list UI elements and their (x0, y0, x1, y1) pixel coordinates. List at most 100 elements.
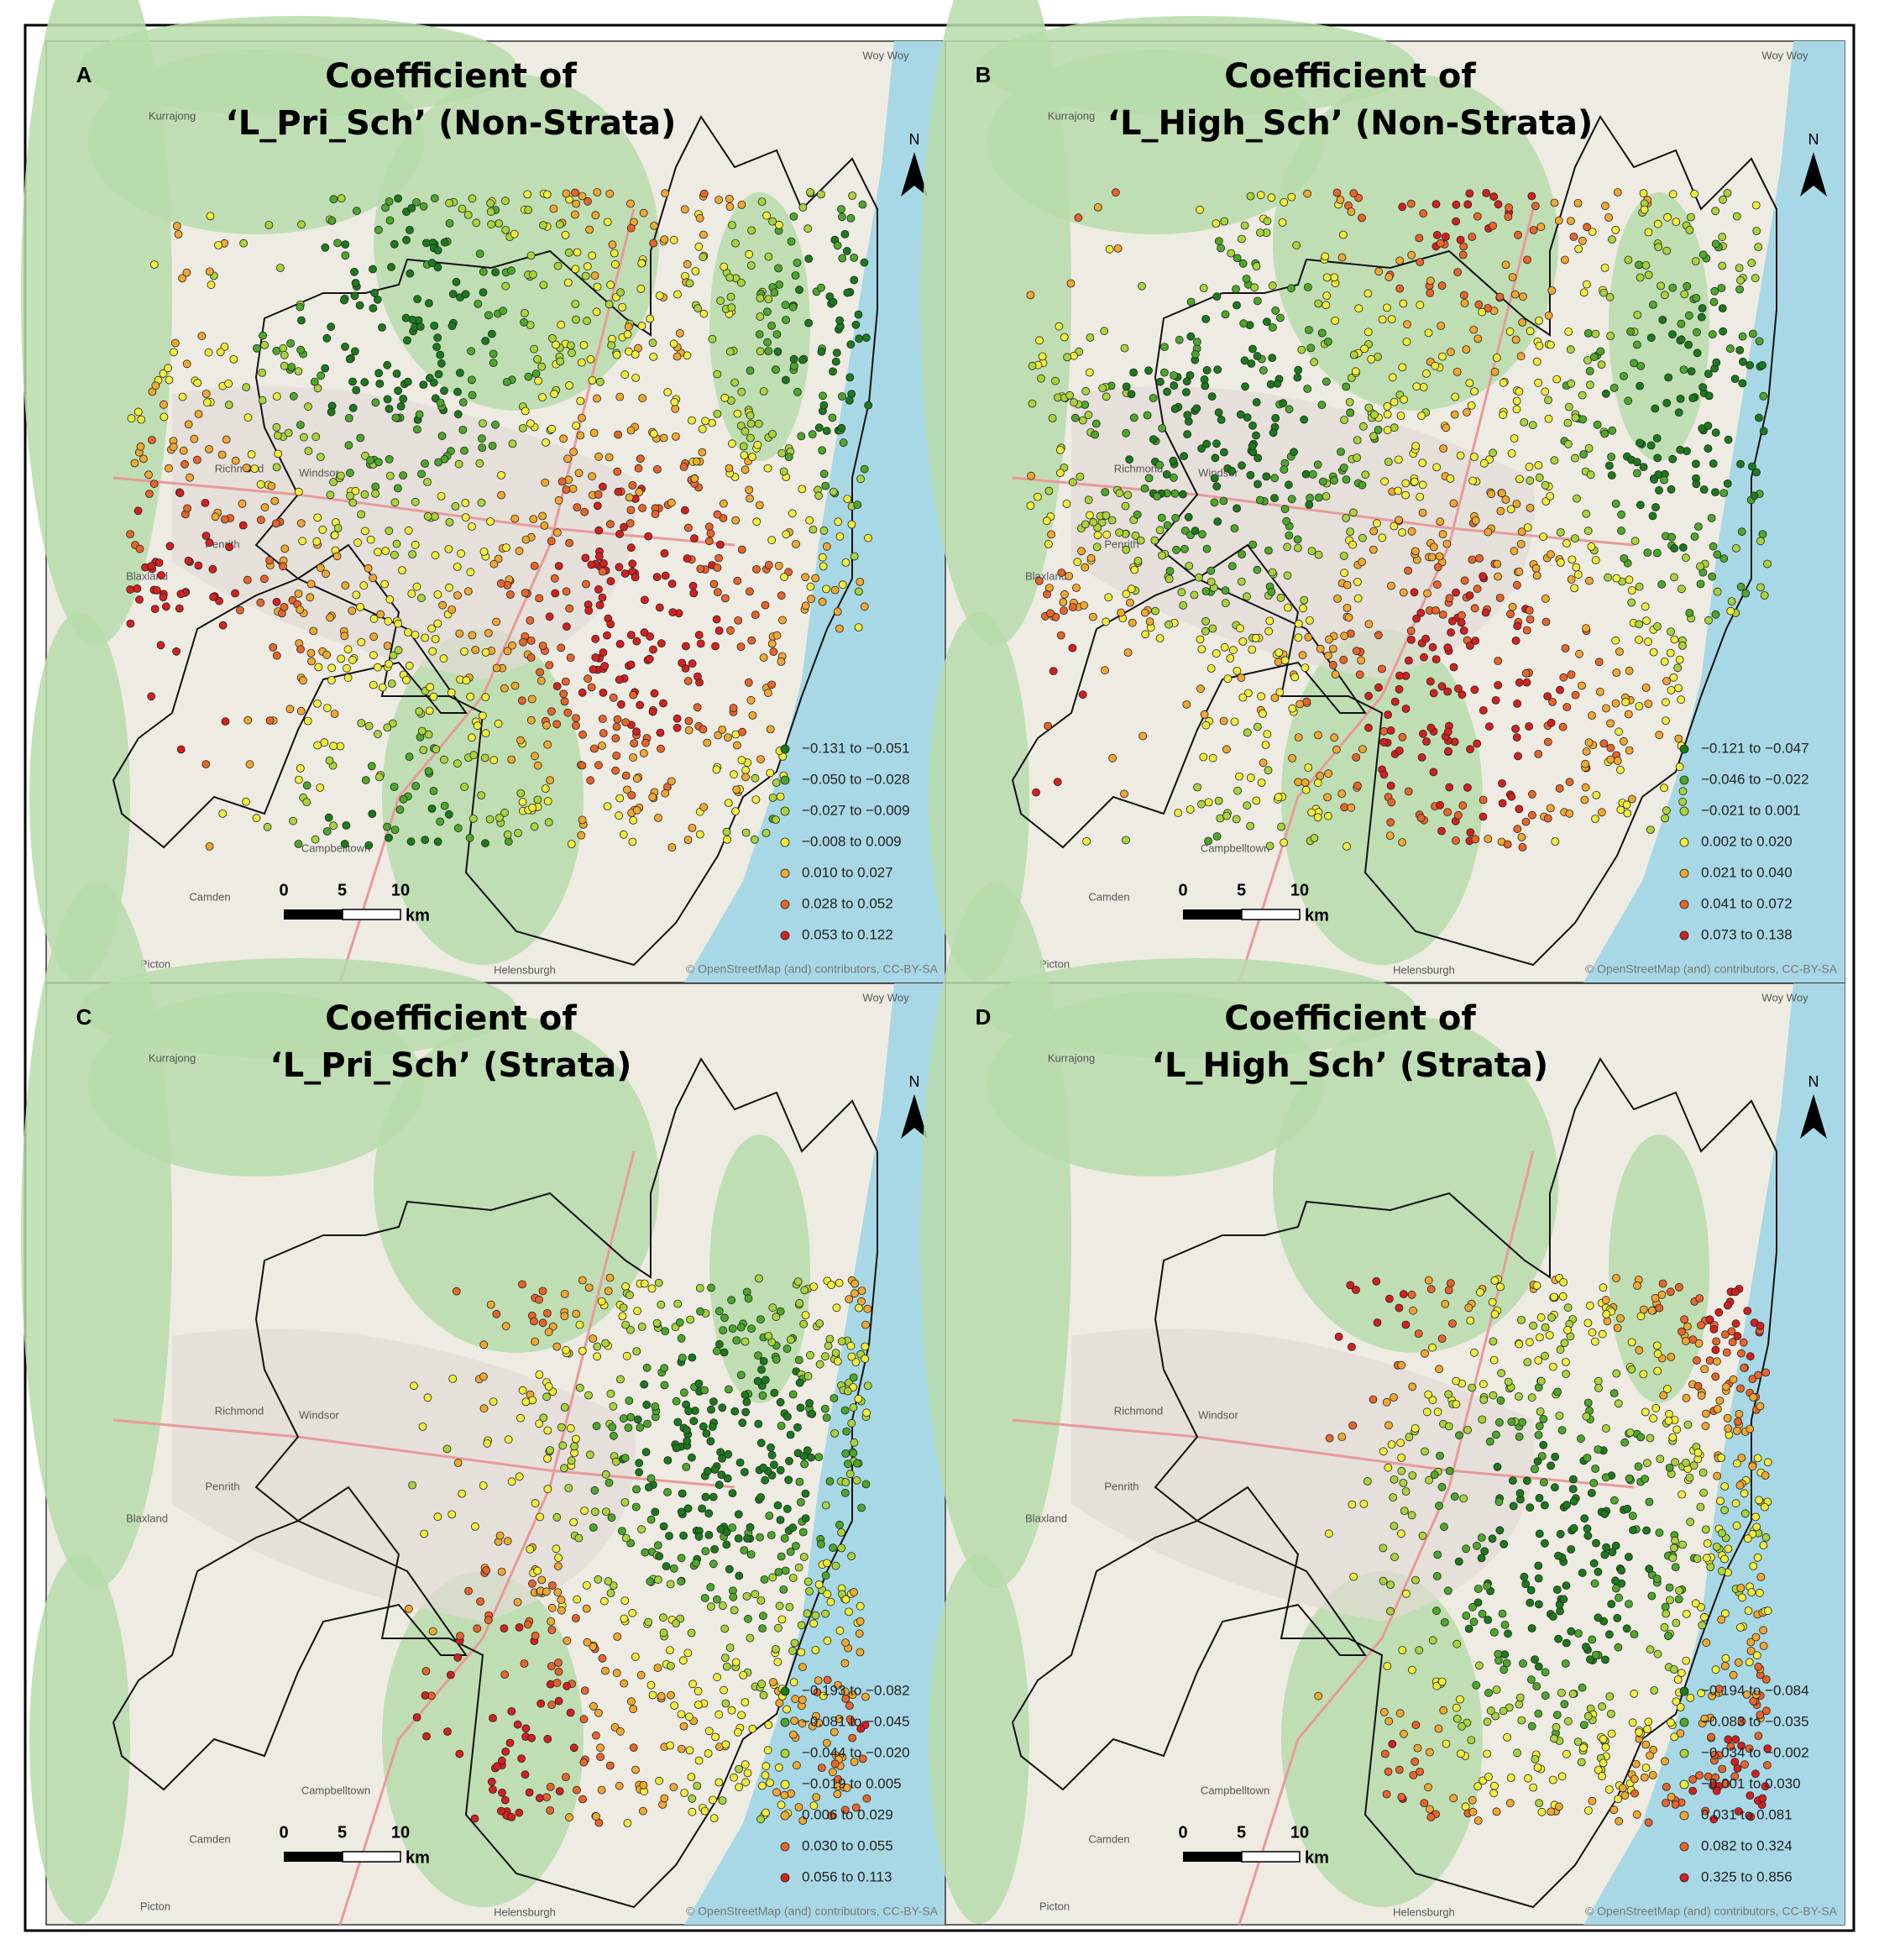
panel-letter: B (976, 62, 992, 87)
point (470, 1522, 479, 1531)
point (436, 350, 445, 359)
point (1705, 1356, 1714, 1365)
point (824, 1341, 833, 1350)
point (616, 288, 625, 297)
point (1720, 1662, 1730, 1670)
point (1534, 750, 1543, 758)
point (563, 622, 571, 631)
point (1217, 244, 1226, 253)
point (805, 1398, 814, 1407)
point (1416, 301, 1425, 310)
point (667, 579, 677, 588)
point (1564, 439, 1573, 448)
point (1422, 1407, 1431, 1417)
point (738, 1418, 747, 1428)
point (554, 562, 563, 570)
point (1625, 1474, 1634, 1483)
point (782, 316, 790, 324)
point (1468, 233, 1477, 241)
point (521, 308, 529, 317)
point (659, 433, 668, 443)
point (1200, 375, 1209, 384)
point (1633, 1281, 1641, 1290)
point (1275, 688, 1285, 697)
point (764, 689, 772, 697)
point (1686, 1517, 1695, 1527)
point (1672, 1618, 1681, 1627)
point (722, 827, 731, 836)
point (1358, 480, 1367, 490)
point (316, 783, 325, 792)
scale-bar-white (342, 909, 401, 920)
point (699, 803, 709, 811)
point (1613, 188, 1622, 197)
point (1641, 261, 1651, 270)
point (272, 463, 281, 472)
point (1740, 1363, 1749, 1372)
point (792, 1542, 800, 1550)
point (337, 194, 346, 203)
point (1660, 658, 1669, 666)
point (801, 573, 809, 582)
point (1170, 489, 1180, 498)
point (207, 280, 216, 290)
point (1526, 476, 1535, 485)
point (1721, 1779, 1730, 1788)
point (584, 197, 592, 206)
point (1474, 300, 1484, 309)
point (576, 396, 585, 406)
point (256, 480, 265, 489)
point (621, 771, 631, 780)
point (660, 1364, 669, 1373)
point (1720, 1482, 1730, 1491)
point (719, 514, 728, 522)
point (478, 443, 487, 453)
point (421, 1691, 430, 1700)
point (746, 411, 755, 420)
point (1594, 1384, 1603, 1392)
point (768, 1573, 777, 1582)
point (757, 197, 767, 207)
point (1562, 1581, 1571, 1590)
point (837, 1337, 846, 1346)
point (1613, 1323, 1622, 1333)
point (1177, 588, 1186, 597)
point (606, 520, 615, 529)
point (696, 564, 705, 574)
point (493, 1762, 501, 1771)
point (680, 1388, 688, 1397)
point (631, 573, 640, 582)
point (1201, 721, 1211, 730)
point (1466, 642, 1474, 650)
point (1086, 511, 1094, 520)
point (648, 1690, 657, 1700)
point (1648, 1771, 1657, 1779)
point (385, 833, 393, 842)
point (1724, 435, 1733, 444)
point (830, 1759, 840, 1769)
point (725, 464, 734, 473)
point (1585, 576, 1594, 585)
point (590, 744, 599, 753)
point (1374, 683, 1383, 692)
point (695, 213, 704, 223)
point (775, 1699, 784, 1707)
point (1651, 1293, 1660, 1302)
urban-area (1071, 1329, 1535, 1622)
point (1352, 1286, 1360, 1294)
point (1165, 620, 1174, 629)
point (1435, 552, 1444, 561)
point (578, 1276, 587, 1285)
point (1717, 1566, 1726, 1575)
point (704, 1531, 714, 1539)
point (794, 1563, 803, 1572)
point (616, 1727, 625, 1736)
point (343, 645, 353, 654)
point (621, 718, 631, 726)
point (1390, 1553, 1399, 1561)
point (1343, 604, 1352, 612)
point (1438, 530, 1447, 539)
point (1442, 539, 1452, 548)
point (677, 1744, 686, 1753)
point (1598, 1329, 1607, 1339)
